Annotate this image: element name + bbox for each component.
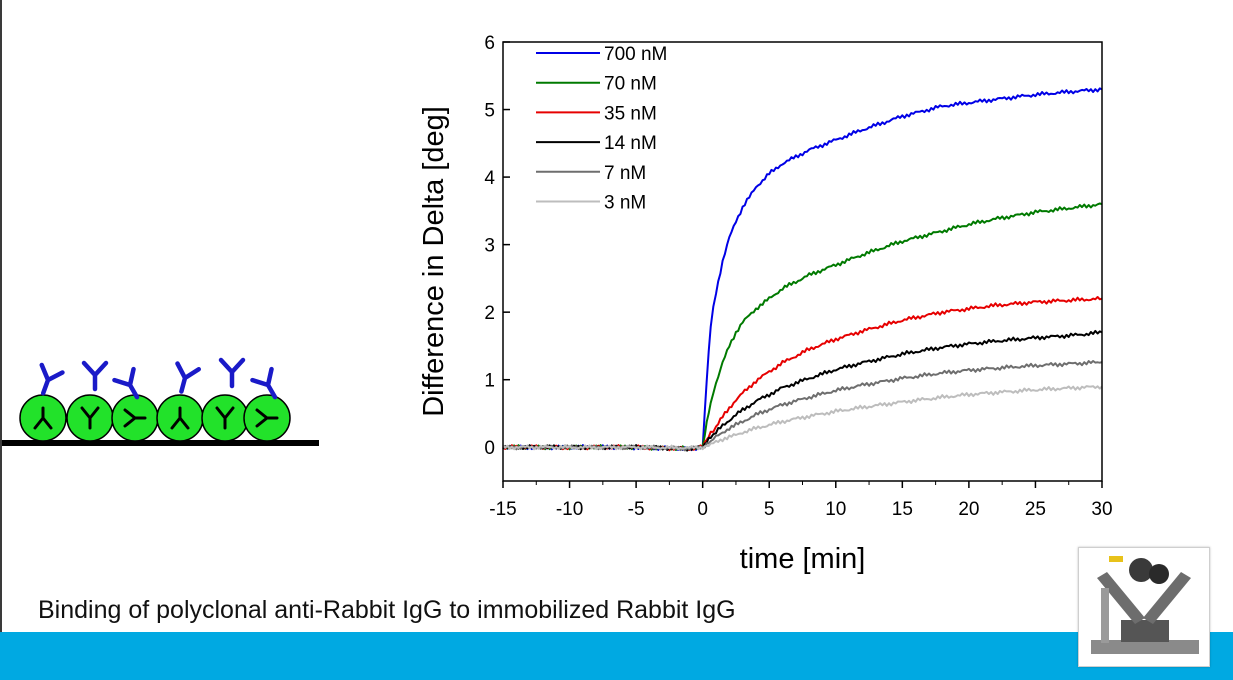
anti-igg-antibody-icon [112, 366, 140, 400]
series-line-4 [502, 360, 1103, 452]
left-border-line [0, 0, 2, 632]
y-tick-label: 0 [484, 438, 495, 459]
x-tick-label: 10 [825, 499, 846, 520]
instrument-laser-tip [1109, 556, 1123, 562]
y-axis-ticks: 0 1 2 3 4 5 6 [484, 33, 510, 459]
anti-igg-antibody-icon [250, 366, 278, 400]
series-line-5 [502, 385, 1103, 451]
x-tick-label: 5 [764, 499, 775, 520]
y-tick-label: 3 [484, 236, 495, 257]
x-tick-label: 15 [892, 499, 913, 520]
instrument-right-arm [1143, 572, 1191, 624]
antibody-binding-schematic [2, 357, 319, 446]
series-line-1 [502, 202, 1103, 451]
instrument-optics-head-2 [1149, 564, 1169, 584]
anti-igg-antibody-icon [39, 362, 65, 396]
y-tick-label: 2 [484, 303, 495, 324]
legend-entry: 3 nM [604, 193, 646, 214]
legend-entry: 7 nM [604, 163, 646, 184]
bead-row [19, 357, 291, 442]
immobilized-igg-icon [123, 408, 147, 428]
instrument-base [1091, 640, 1199, 654]
x-axis-ticks: -15 -10 -5 0 5 10 15 20 25 30 [489, 481, 1113, 520]
legend-entry: 35 nM [604, 103, 657, 124]
y-tick-label: 4 [484, 168, 495, 189]
instrument-left-arm [1097, 572, 1145, 624]
x-tick-label: 30 [1091, 499, 1112, 520]
chart-canvas: 0 1 2 3 4 5 6 -15 -10 -5 0 5 10 15 20 25 30 700 nM 70 nM… [2, 33, 1113, 575]
x-tick-label: -10 [556, 499, 583, 520]
plot-area: 0 1 2 3 4 5 6 -15 -10 -5 0 5 10 15 20 25 30 700 nM 70 nM… [418, 33, 1113, 575]
immobilized-igg-icon [80, 406, 100, 430]
anti-igg-antibody-icon [81, 360, 109, 392]
series-line-2 [502, 296, 1103, 452]
anti-igg-antibody-icon [175, 361, 201, 394]
legend-entry: 14 nM [604, 133, 657, 154]
legend-entry: 700 nM [604, 44, 667, 65]
x-tick-label: 0 [697, 499, 708, 520]
series-line-3 [502, 329, 1103, 452]
x-axis-title: time [min] [740, 543, 866, 575]
instrument-optics-head [1129, 558, 1153, 582]
y-axis-title: Difference in Delta [deg] [418, 106, 450, 417]
substrate-surface [2, 440, 319, 446]
x-tick-label: -5 [628, 499, 645, 520]
immobilized-igg-icon [255, 408, 279, 428]
series-line-0 [502, 87, 1103, 452]
footer-bar [0, 632, 1233, 680]
plot-frame [502, 41, 1103, 482]
anti-igg-antibody-icon [218, 357, 246, 389]
legend-entry: 70 nM [604, 74, 657, 95]
immobilized-igg-icon [170, 406, 190, 430]
instrument-stage [1121, 620, 1169, 642]
slide-caption: Binding of polyclonal anti-Rabbit IgG to… [38, 596, 736, 624]
immobilized-igg-icon [33, 406, 53, 430]
series-lines [502, 87, 1103, 452]
y-tick-label: 6 [484, 33, 495, 54]
x-tick-label: 25 [1025, 499, 1046, 520]
y-tick-label: 1 [484, 371, 495, 392]
legend: 700 nM 70 nM 35 nM 14 nM 7 nM 3 nM [536, 44, 667, 214]
instrument-photo [1078, 547, 1210, 667]
instrument-pillar [1101, 588, 1109, 643]
y-tick-label: 5 [484, 101, 495, 122]
x-tick-label: 20 [958, 499, 979, 520]
immobilized-igg-icon [215, 406, 235, 430]
x-tick-label: -15 [489, 499, 516, 520]
